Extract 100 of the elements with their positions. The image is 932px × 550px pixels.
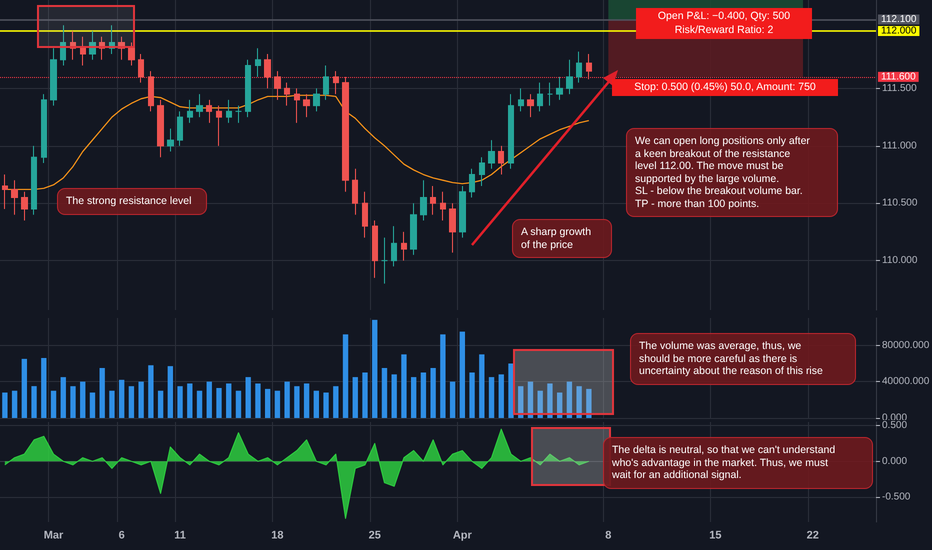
callout: A sharp growth of the price bbox=[512, 219, 612, 258]
candlestick bbox=[274, 70, 281, 100]
bar bbox=[479, 354, 484, 418]
candlestick bbox=[566, 59, 573, 95]
bar bbox=[372, 320, 378, 418]
candlestick bbox=[313, 88, 320, 112]
bar bbox=[401, 354, 407, 418]
bar bbox=[206, 382, 212, 418]
candlestick bbox=[50, 48, 57, 106]
bar bbox=[2, 392, 8, 418]
bar bbox=[323, 392, 329, 418]
bar bbox=[216, 388, 222, 418]
candlestick bbox=[469, 168, 475, 198]
bar bbox=[342, 334, 348, 418]
candlestick bbox=[440, 191, 446, 221]
bar bbox=[118, 380, 124, 418]
candlestick bbox=[537, 82, 543, 112]
candlestick bbox=[410, 202, 417, 256]
candlestick bbox=[323, 64, 329, 100]
candlestick bbox=[216, 105, 222, 146]
bar bbox=[420, 372, 426, 418]
candlestick bbox=[31, 145, 37, 216]
x-tick-label: 25 bbox=[368, 530, 381, 542]
bar bbox=[138, 382, 144, 418]
candlestick bbox=[245, 59, 251, 118]
bar bbox=[187, 383, 192, 418]
bar bbox=[362, 372, 368, 418]
y-tick-label: 110.000 bbox=[882, 255, 918, 266]
candlestick bbox=[196, 94, 203, 118]
candlestick bbox=[21, 191, 28, 221]
bar bbox=[50, 390, 56, 418]
y-tick-label: 111.000 bbox=[882, 140, 918, 152]
candlestick bbox=[167, 128, 174, 152]
candlestick bbox=[264, 53, 271, 89]
bar bbox=[274, 390, 280, 418]
candlestick bbox=[41, 94, 47, 164]
x-tick-label: Mar bbox=[44, 530, 64, 542]
y-tick-label: 0.000 bbox=[882, 456, 908, 467]
candlestick bbox=[556, 76, 563, 100]
candlestick bbox=[128, 42, 135, 66]
x-tick-label: Apr bbox=[452, 530, 473, 542]
bar bbox=[80, 382, 86, 418]
bar bbox=[382, 368, 388, 418]
bar bbox=[566, 382, 572, 418]
candlestick bbox=[479, 156, 485, 186]
candlestick bbox=[333, 70, 339, 95]
candlestick bbox=[109, 24, 115, 54]
bar bbox=[314, 390, 320, 418]
bar bbox=[236, 390, 242, 418]
bar bbox=[177, 386, 183, 418]
ref-line-label: 112.100 bbox=[881, 14, 917, 26]
candlestick bbox=[342, 76, 349, 192]
bar bbox=[109, 390, 115, 418]
callout: We can open long positions only after a keen breakout of the resistance level 112.00. The move must be supported by the large volume. SL - below the breakout volume bar. TP - more than 100 points. bbox=[626, 128, 838, 217]
bar bbox=[440, 334, 446, 418]
bar bbox=[90, 392, 96, 418]
candlestick bbox=[527, 94, 534, 118]
candlestick bbox=[352, 168, 358, 216]
x-tick-label: 6 bbox=[118, 530, 125, 542]
candlestick bbox=[430, 186, 436, 216]
bar bbox=[100, 368, 105, 418]
bar bbox=[158, 390, 164, 418]
bar bbox=[226, 383, 232, 418]
bar bbox=[246, 377, 251, 418]
bar bbox=[528, 382, 534, 418]
candlestick bbox=[518, 88, 524, 112]
bar bbox=[294, 386, 300, 418]
candlestick bbox=[401, 231, 407, 262]
bar bbox=[22, 358, 28, 418]
bar bbox=[518, 386, 524, 418]
bar bbox=[538, 390, 543, 418]
label-box: Risk/Reward Ratio: 2 bbox=[636, 22, 812, 38]
bar bbox=[556, 392, 562, 418]
bar bbox=[128, 386, 134, 418]
candlestick bbox=[586, 53, 592, 80]
candlestick bbox=[459, 186, 466, 238]
ref-line-label: 111.600 bbox=[881, 71, 916, 82]
candlestick bbox=[362, 191, 368, 238]
candlestick bbox=[391, 226, 397, 267]
candlestick bbox=[372, 220, 378, 278]
candlestick bbox=[99, 36, 105, 60]
bar bbox=[255, 383, 261, 418]
candlestick bbox=[576, 51, 582, 84]
candlestick bbox=[70, 30, 76, 60]
bar bbox=[498, 374, 504, 418]
callout: The strong resistance level bbox=[57, 188, 207, 214]
bar bbox=[430, 368, 436, 418]
bar bbox=[70, 386, 76, 418]
candlestick bbox=[235, 105, 242, 124]
y-tick-label: 80000.000 bbox=[882, 340, 930, 351]
bar bbox=[469, 372, 475, 418]
bar bbox=[168, 366, 174, 418]
x-tick-label: 18 bbox=[271, 530, 284, 542]
candlestick bbox=[420, 180, 427, 221]
bar bbox=[576, 386, 582, 418]
bar bbox=[304, 383, 310, 418]
candlestick bbox=[508, 94, 514, 170]
y-tick-label: 110.500 bbox=[882, 198, 918, 209]
candlestick bbox=[449, 202, 456, 254]
bar bbox=[488, 377, 494, 418]
